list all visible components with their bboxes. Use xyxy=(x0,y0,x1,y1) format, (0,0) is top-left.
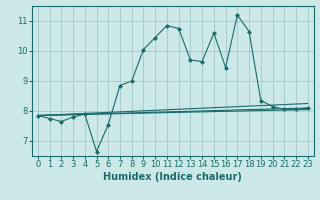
X-axis label: Humidex (Indice chaleur): Humidex (Indice chaleur) xyxy=(103,172,242,182)
